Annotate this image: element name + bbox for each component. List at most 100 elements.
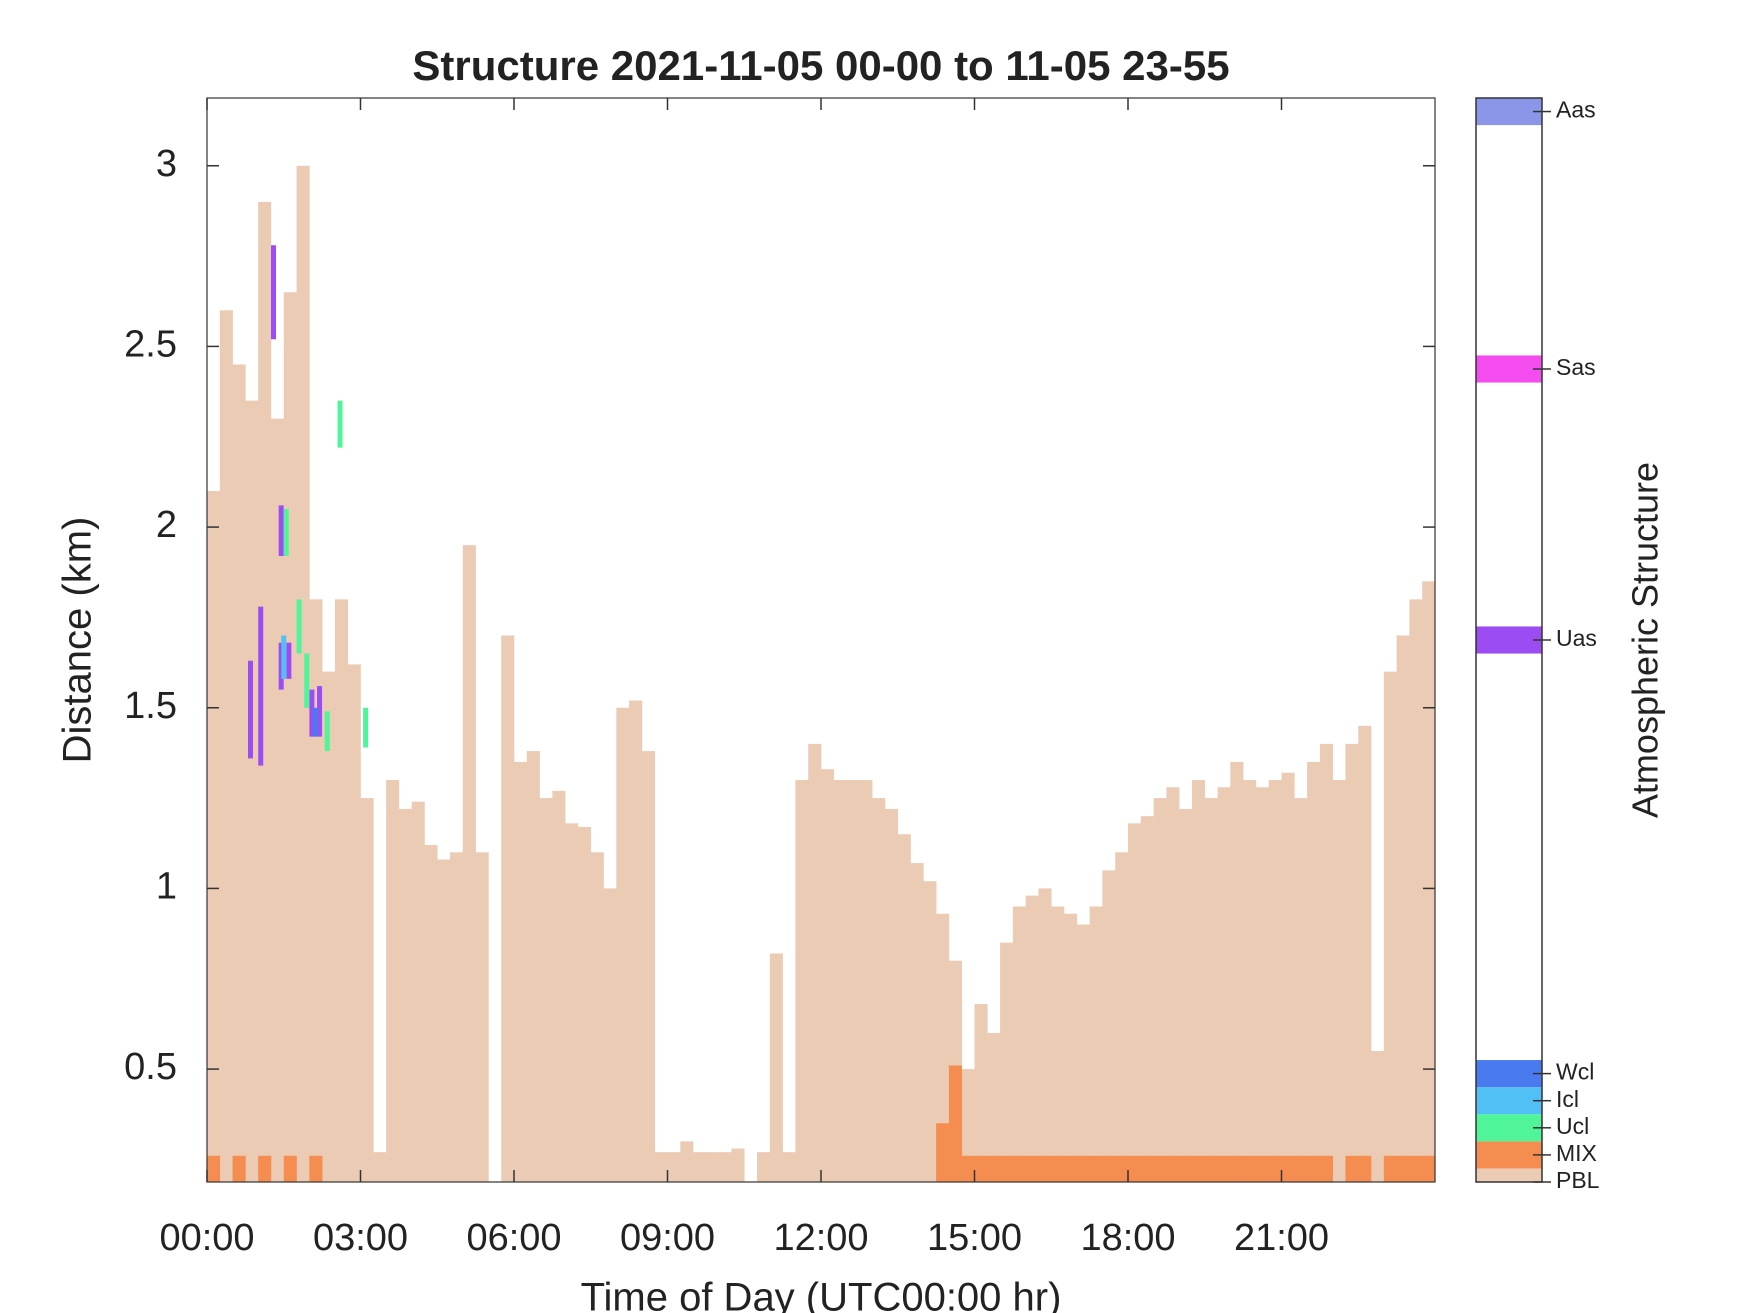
colorbar-tick-label: Sas [1556, 354, 1596, 380]
bar [565, 823, 579, 1182]
bar [1383, 671, 1397, 1182]
y-tick-label: 2.5 [124, 323, 177, 365]
bar [1396, 1155, 1410, 1182]
chart-title: Structure 2021-11-05 00-00 to 11-05 23-5… [412, 42, 1229, 89]
bar [1153, 798, 1167, 1182]
bar [386, 780, 400, 1182]
x-tick-label: 21:00 [1234, 1217, 1329, 1259]
bar [1396, 635, 1410, 1182]
x-tick-label: 09:00 [620, 1217, 715, 1259]
bar [629, 700, 643, 1182]
bar [1102, 870, 1116, 1182]
bar [1076, 1155, 1090, 1182]
bar [603, 888, 617, 1182]
bar [552, 790, 566, 1182]
bar [1191, 1155, 1206, 1182]
bar [1012, 1155, 1026, 1182]
bar [1191, 780, 1206, 1182]
bar [1319, 743, 1333, 1182]
bar [1204, 1155, 1218, 1182]
bar [948, 1065, 963, 1182]
bar [1383, 1155, 1397, 1182]
bar [961, 1155, 975, 1182]
bar [1051, 906, 1065, 1182]
bar [1243, 1155, 1257, 1182]
colorbar-band [1476, 1114, 1542, 1142]
bar [1140, 1155, 1154, 1182]
bar [207, 1155, 221, 1182]
bar [1307, 761, 1321, 1182]
bar [1089, 906, 1103, 1182]
bar [1038, 888, 1052, 1182]
x-axis-label: Time of Day (UTC00:00 hr) [581, 1276, 1062, 1313]
bar [1140, 816, 1154, 1182]
bar [424, 845, 438, 1182]
colorbar-tick-label: Ucl [1556, 1113, 1589, 1139]
bar [1000, 1155, 1014, 1182]
bar [897, 834, 911, 1182]
bar [411, 801, 425, 1182]
bar [501, 635, 515, 1182]
bar [1025, 895, 1039, 1182]
bar [1217, 1155, 1231, 1182]
bar [207, 490, 221, 1182]
y-axis-label: Distance (km) [56, 517, 100, 764]
bar [539, 798, 553, 1182]
bar [309, 1155, 323, 1182]
bar [1115, 1155, 1129, 1182]
bar [1166, 1155, 1180, 1182]
y-tick-label: 1 [156, 865, 177, 907]
bar [1409, 1155, 1423, 1182]
bar [283, 1155, 297, 1182]
y-tick-label: 3 [156, 143, 177, 185]
bar [936, 1123, 950, 1182]
bar [705, 1152, 719, 1182]
bar [769, 953, 783, 1182]
colorbar-band [1476, 355, 1542, 383]
bar [1128, 1155, 1142, 1182]
bar [974, 1004, 988, 1182]
bar [1358, 1155, 1372, 1182]
bar [1064, 1155, 1078, 1182]
bar [1345, 743, 1359, 1182]
bar [833, 780, 847, 1182]
bar [718, 1152, 732, 1182]
bar [258, 201, 272, 1182]
bar [641, 751, 656, 1182]
bar [654, 1152, 668, 1182]
bar [526, 751, 540, 1182]
bar [987, 1032, 1001, 1182]
bar [245, 400, 259, 1182]
bar [270, 418, 285, 1182]
bar [821, 769, 835, 1182]
bar [1025, 1155, 1039, 1182]
bar [680, 1141, 694, 1182]
bar [590, 852, 604, 1182]
bar [1153, 1155, 1167, 1182]
bar [1319, 1155, 1333, 1182]
bar [219, 310, 233, 1182]
bar [347, 664, 361, 1182]
x-tick-label: 12:00 [773, 1217, 868, 1259]
bar [1332, 780, 1346, 1182]
bar [616, 707, 630, 1182]
bar [283, 292, 297, 1182]
bar [1204, 798, 1218, 1182]
plot-area [207, 165, 1435, 1182]
bar [475, 852, 489, 1182]
bar [1000, 942, 1014, 1182]
colorbar-tick-label: Wcl [1556, 1059, 1594, 1085]
bar [1268, 1155, 1282, 1182]
bar [1230, 1155, 1244, 1182]
bar [437, 859, 451, 1182]
bar [936, 913, 950, 1182]
colorbar-area [1476, 98, 1542, 1182]
bar [974, 1155, 988, 1182]
colorbar-band [1476, 1141, 1542, 1169]
bar [808, 743, 822, 1182]
bar [1307, 1155, 1321, 1182]
x-tick-label: 15:00 [927, 1217, 1022, 1259]
bar [296, 165, 310, 1182]
